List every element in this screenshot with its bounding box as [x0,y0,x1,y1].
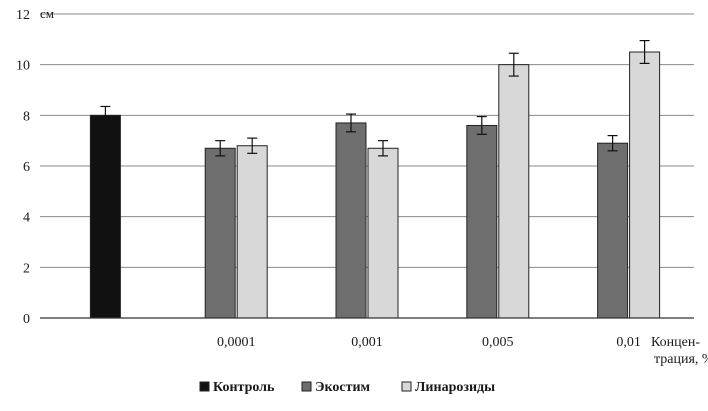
x-axis-title-line-1: Концен- [651,335,700,350]
bar-3-5 [629,51,661,319]
bar-3-3 [367,147,399,319]
bar-1-1 [89,114,121,319]
bar-3-2 [236,145,268,319]
x-axis-title-line-2: трация, % [654,352,708,367]
y-axis-unit: см [40,6,54,21]
y-tick-label: 6 [23,160,30,175]
bar-2-5 [597,142,629,319]
bar-2-2 [204,147,236,319]
legend-label-3: Линарозиды [415,380,495,395]
bar-2-3 [335,122,367,319]
y-tick-label: 4 [23,211,30,226]
bar-2-4 [466,124,498,319]
y-tick-label: 2 [23,261,30,276]
legend-label-2: Экостим [315,380,371,395]
y-tick-label: 10 [16,59,30,74]
x-axis-ticks: 0,0001 0,001 0,005 0,01 [217,335,641,350]
legend: Контроль Экостим Линарозиды [199,380,495,395]
bars [89,39,661,319]
y-tick-label: 12 [16,8,30,23]
legend-label-1: Контроль [213,380,275,395]
y-tick-label: 8 [23,109,30,124]
x-axis-title: Концен- трация, % [651,335,708,367]
x-tick-label: 0,005 [482,335,514,350]
y-tick-label: 0 [23,312,30,327]
bar-3-4 [498,64,530,319]
grid-lines [40,13,694,268]
x-tick-label: 0,0001 [217,335,256,350]
legend-swatch-2 [301,381,312,392]
x-tick-label: 0,01 [616,335,641,350]
x-tick-label: 0,001 [351,335,383,350]
y-axis-ticks: 0 2 4 6 8 10 12 [16,8,30,327]
legend-swatch-3 [401,381,412,392]
legend-swatch-1 [199,381,210,392]
